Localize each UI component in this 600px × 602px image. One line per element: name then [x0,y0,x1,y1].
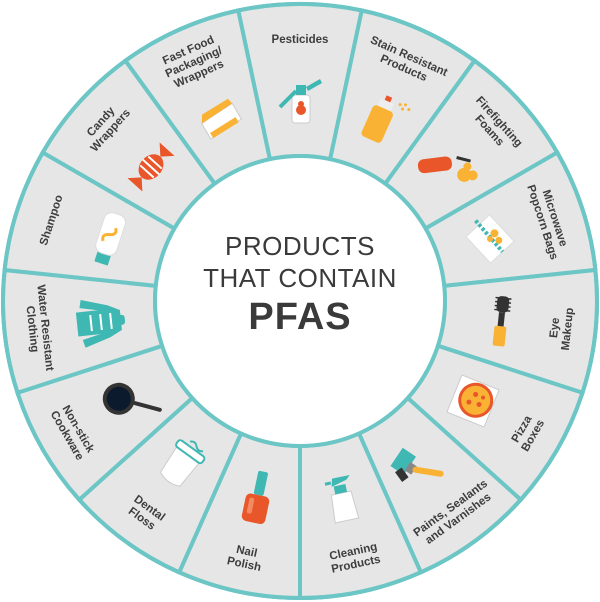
segment-label-line: Clothing [24,305,41,353]
segment-label-line: Makeup [560,307,576,351]
center-title-line2: THAT CONTAIN [203,263,397,293]
segment-label-line: Pesticides [272,34,329,46]
segment-label-line: Eye [548,317,562,339]
segment-label-line: Nail [235,544,258,560]
center-title-line3: PFAS [248,296,352,338]
center-title-line1: PRODUCTS [225,231,375,261]
center-circle [153,154,447,448]
center-title: PRODUCTS THAT CONTAIN PFAS [150,230,450,340]
segment-label-pesticides: Pesticides [272,34,329,46]
